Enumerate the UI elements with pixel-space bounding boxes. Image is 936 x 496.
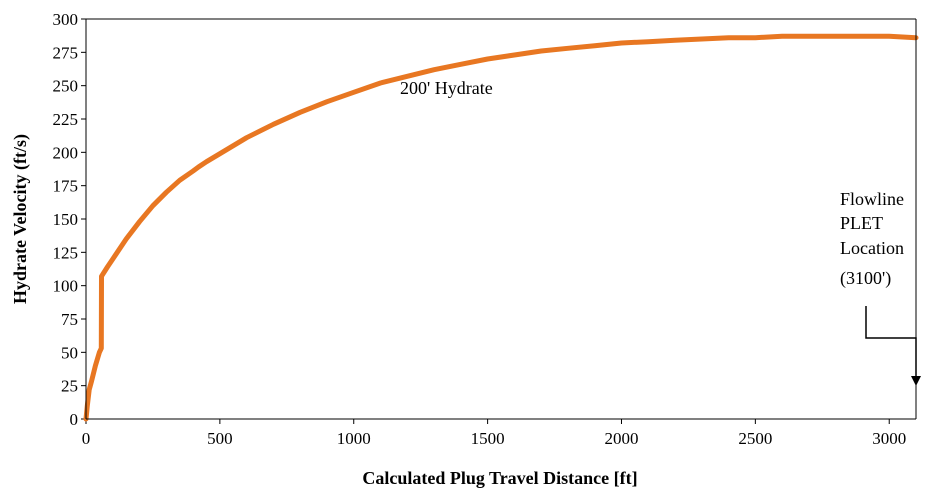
x-axis-ticks: 0 500 1000 1500 2000 2500 3000 [82, 419, 906, 448]
x-tick-label: 1000 [337, 429, 371, 448]
flowline-plet-line-3: Location [840, 238, 904, 258]
y-tick-label: 50 [61, 343, 78, 362]
flowline-plet-line-2: PLET [840, 213, 883, 233]
series-line [83, 33, 919, 422]
flowline-plet-arrow-head [911, 376, 921, 386]
y-tick-label: 0 [70, 410, 79, 429]
x-tick-label: 2000 [604, 429, 638, 448]
y-tick-label: 150 [53, 210, 79, 229]
flowline-plet-line-4: (3100') [840, 268, 891, 289]
y-tick-label: 275 [53, 43, 79, 62]
x-tick-label: 500 [207, 429, 233, 448]
flowline-plet-annotation: Flowline PLET Location (3100') [840, 189, 921, 386]
x-tick-label: 0 [82, 429, 91, 448]
y-axis-ticks: 0 25 50 75 100 125 150 175 200 225 250 275 300 [53, 10, 86, 429]
y-tick-label: 200 [53, 143, 79, 162]
y-tick-label: 75 [61, 310, 78, 329]
y-tick-label: 175 [53, 177, 79, 196]
x-tick-label: 3000 [872, 429, 906, 448]
y-axis-title: Hydrate Velocity (ft/s) [10, 134, 31, 304]
y-tick-label: 250 [53, 77, 79, 96]
flowline-plet-arrow-line [865, 306, 917, 382]
flowline-plet-line-1: Flowline [840, 189, 904, 209]
y-tick-label: 125 [53, 243, 79, 262]
series-label: 200' Hydrate [400, 78, 493, 98]
x-tick-label: 2500 [738, 429, 772, 448]
series-layer [83, 33, 919, 422]
y-tick-label: 100 [53, 277, 79, 296]
y-tick-label: 300 [53, 10, 79, 29]
y-tick-label: 25 [61, 377, 78, 396]
x-tick-label: 1500 [471, 429, 505, 448]
x-axis-title: Calculated Plug Travel Distance [ft] [362, 468, 637, 488]
y-tick-label: 225 [53, 110, 79, 129]
